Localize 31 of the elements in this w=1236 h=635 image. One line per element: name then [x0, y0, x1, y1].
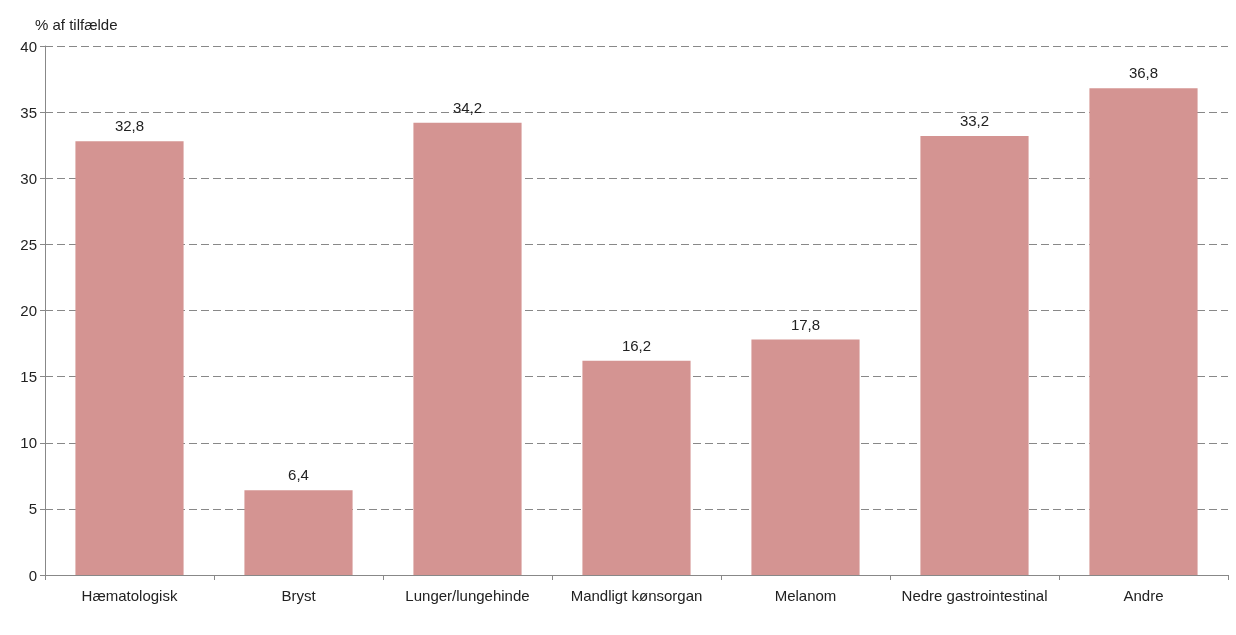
- data-label: 6,4: [288, 466, 309, 484]
- y-tick-label: 5: [28, 500, 37, 518]
- bar: [582, 360, 691, 575]
- bar: [920, 135, 1029, 575]
- data-label: 34,2: [452, 98, 483, 116]
- y-tick-label: 25: [20, 235, 37, 253]
- x-tick-label: Lunger/lungehinde: [405, 586, 530, 604]
- bar: [1089, 88, 1198, 575]
- x-tick-label: Bryst: [281, 586, 317, 604]
- bar: [413, 122, 522, 575]
- x-tick-label: Melanom: [774, 586, 837, 604]
- data-label: 32,8: [114, 117, 145, 135]
- y-tick-label: 20: [20, 302, 37, 319]
- x-tick-label: Andre: [1123, 586, 1164, 604]
- data-label: 36,8: [1128, 64, 1159, 82]
- data-label: 16,2: [621, 336, 652, 354]
- y-tick-label: 10: [20, 434, 37, 452]
- data-label: 17,8: [790, 315, 821, 333]
- y-tick-label: 40: [20, 37, 37, 55]
- x-tick-label: Nedre gastrointestinal: [901, 586, 1048, 604]
- y-tick-label: 30: [20, 169, 37, 187]
- y-tick-label: 0: [28, 566, 37, 584]
- y-tick-label: 35: [20, 103, 37, 121]
- bar: [244, 490, 353, 575]
- y-tick-label: 15: [20, 368, 37, 386]
- y-axis-title: % af tilfælde: [35, 16, 118, 33]
- data-label: 33,2: [959, 111, 990, 129]
- bar: [751, 339, 860, 575]
- bar: [75, 141, 184, 575]
- x-tick-label: Hæmatologisk: [81, 586, 178, 604]
- x-tick-label: Mandligt kønsorgan: [570, 586, 703, 604]
